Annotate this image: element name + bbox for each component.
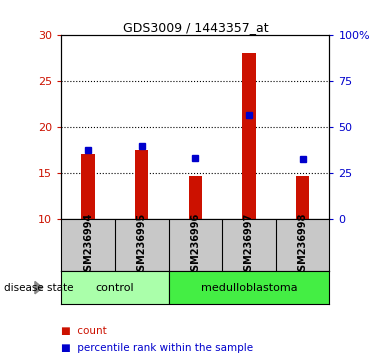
Bar xyxy=(242,53,256,219)
Bar xyxy=(296,176,309,219)
Text: GSM236994: GSM236994 xyxy=(83,212,93,278)
Text: GSM236998: GSM236998 xyxy=(298,212,308,278)
Text: GSM236995: GSM236995 xyxy=(137,212,147,278)
Text: GSM236996: GSM236996 xyxy=(190,212,200,278)
Text: GSM236997: GSM236997 xyxy=(244,212,254,278)
Text: ■  count: ■ count xyxy=(61,326,107,336)
Text: control: control xyxy=(96,282,134,293)
Title: GDS3009 / 1443357_at: GDS3009 / 1443357_at xyxy=(123,21,268,34)
Polygon shape xyxy=(35,281,43,294)
Text: medulloblastoma: medulloblastoma xyxy=(201,282,297,293)
Bar xyxy=(135,150,149,219)
Bar xyxy=(188,176,202,219)
Text: disease state: disease state xyxy=(4,282,73,293)
Text: ■  percentile rank within the sample: ■ percentile rank within the sample xyxy=(61,343,254,353)
Bar xyxy=(82,154,95,219)
